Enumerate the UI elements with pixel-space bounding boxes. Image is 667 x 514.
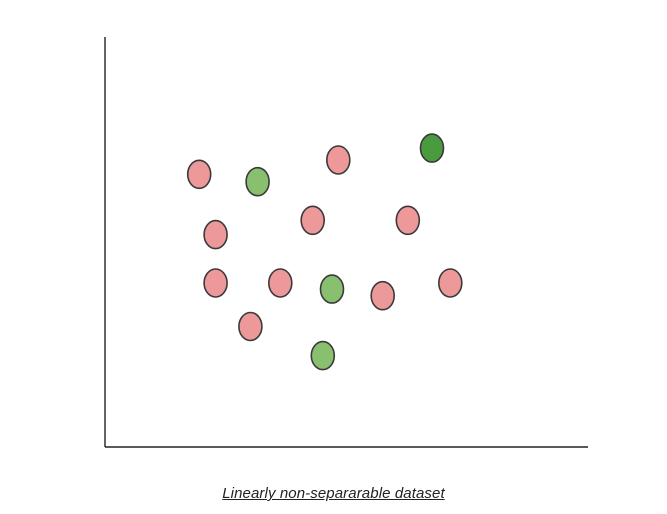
data-point-s1-2 <box>310 340 336 371</box>
data-point-s0-4 <box>395 205 421 236</box>
data-point-s0-7 <box>370 280 396 311</box>
chart-caption: Linearly non-separarable dataset <box>222 485 445 502</box>
data-points <box>186 133 463 371</box>
data-point-s2-0 <box>419 133 445 163</box>
data-point-s1-1 <box>319 274 345 304</box>
data-point-s0-8 <box>437 268 463 298</box>
data-point-s0-5 <box>203 268 228 298</box>
data-point-s0-9 <box>238 311 263 342</box>
axes <box>104 37 588 448</box>
data-point-s0-1 <box>325 145 351 175</box>
data-point-s0-2 <box>203 219 228 250</box>
data-point-s1-0 <box>245 166 270 197</box>
data-point-s0-6 <box>267 268 293 298</box>
data-point-s0-3 <box>300 205 326 236</box>
data-point-s0-0 <box>186 159 212 190</box>
